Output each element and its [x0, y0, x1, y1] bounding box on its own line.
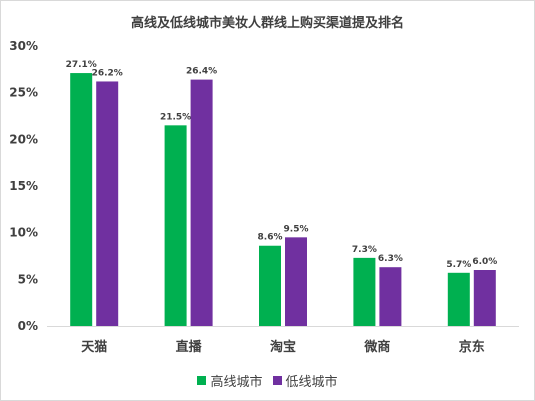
y-tick-label: 15%: [9, 179, 38, 193]
bar-high-tier: [353, 257, 376, 326]
y-tick-label: 10%: [9, 226, 38, 240]
bar-high-tier: [164, 125, 187, 326]
data-label: 26.4%: [186, 67, 217, 77]
y-tick-label: 30%: [9, 39, 38, 53]
data-label: 5.7%: [446, 260, 471, 270]
data-label: 9.5%: [284, 224, 309, 234]
y-tick-label: 20%: [9, 132, 38, 146]
x-tick-label: 直播: [176, 339, 203, 355]
bar-low-tier: [285, 237, 307, 326]
bar-low-tier: [379, 267, 402, 326]
legend: 高线城市 低线城市: [0, 371, 535, 390]
x-tick-label: 京东: [459, 339, 485, 355]
y-tick-label: 0%: [18, 319, 38, 333]
data-label: 8.6%: [258, 233, 283, 243]
legend-swatch-high-tier: [197, 376, 207, 385]
bar-high-tier: [259, 245, 281, 326]
data-label: 6.3%: [378, 254, 403, 264]
x-tick-label: 天猫: [81, 339, 107, 355]
legend-swatch-low-tier: [272, 376, 282, 385]
legend-item-high-tier: 高线城市: [197, 371, 263, 390]
data-label: 21.5%: [160, 112, 191, 122]
bar-low-tier: [190, 79, 213, 326]
data-label: 27.1%: [66, 60, 97, 70]
bar-low-tier: [96, 81, 119, 326]
legend-label-high-tier: 高线城市: [210, 375, 263, 390]
y-tick-label: 5%: [18, 272, 38, 286]
legend-item-low-tier: 低线城市: [272, 371, 338, 390]
x-tick-label: 微商: [363, 339, 390, 355]
bar-low-tier: [473, 270, 496, 326]
data-label: 26.2%: [92, 68, 123, 78]
bar-high-tier: [70, 73, 93, 326]
x-tick-label: 淘宝: [270, 339, 296, 355]
data-label: 7.3%: [352, 245, 377, 255]
y-tick-label: 25%: [9, 86, 38, 100]
bar-high-tier: [447, 272, 470, 326]
data-label: 6.0%: [472, 257, 497, 267]
legend-label-low-tier: 低线城市: [285, 375, 338, 390]
chart-title: 高线及低线城市美妆人群线上购买渠道提及排名: [130, 16, 404, 31]
